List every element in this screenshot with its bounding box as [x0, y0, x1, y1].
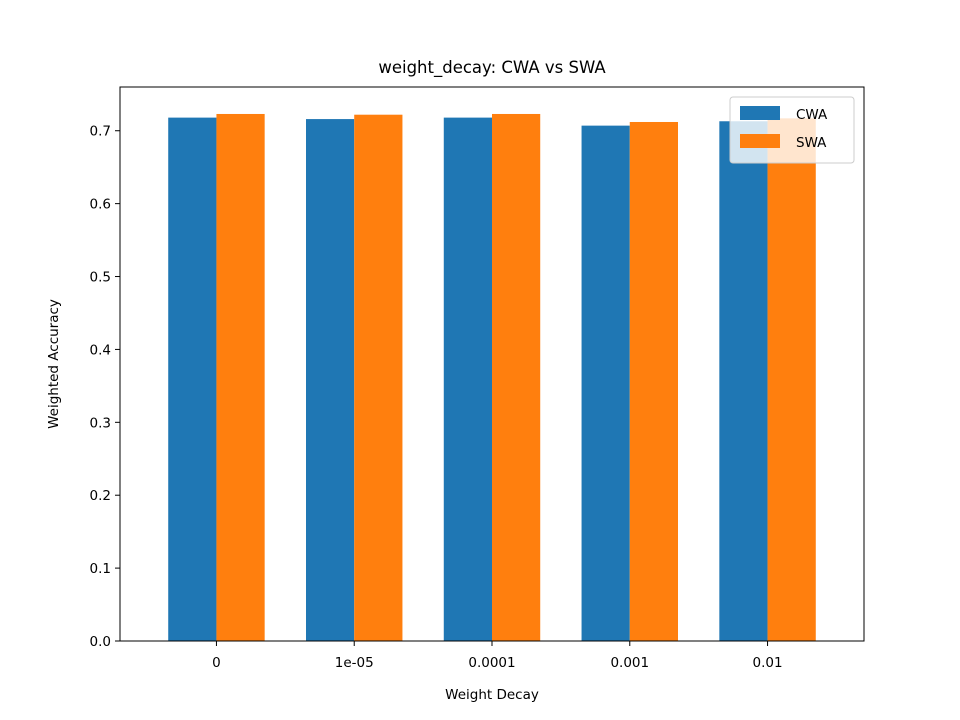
x-tick-label: 0.0001 [468, 655, 515, 671]
chart-title: weight_decay: CWA vs SWA [378, 58, 606, 78]
bar-cwa-2 [443, 117, 492, 642]
y-tick-label: 0.5 [90, 270, 111, 286]
y-axis-label: Weighted Accuracy [46, 299, 62, 429]
x-tick-label: 0.01 [753, 655, 783, 671]
x-axis-ticks: 0 1e-05 0.0001 0.001 0.01 [212, 641, 783, 671]
legend-swatch-cwa [740, 106, 780, 120]
y-axis-ticks: 0.0 0.1 0.2 0.3 0.4 0.5 0.6 0.7 [90, 124, 120, 650]
bar-cwa-1 [306, 119, 355, 642]
y-tick-label: 0.1 [90, 561, 111, 577]
plot-frame [119, 86, 865, 642]
legend-swatch-swa [740, 134, 780, 148]
x-axis-label: Weight Decay [445, 687, 539, 703]
bar-swa-1 [354, 114, 403, 641]
y-tick-label: 0.0 [90, 634, 111, 650]
y-tick-label: 0.6 [90, 197, 111, 213]
y-tick-label: 0.4 [90, 342, 111, 358]
x-tick-label: 0.001 [610, 655, 649, 671]
bar-cwa-4 [719, 121, 768, 642]
x-tick-label: 0 [212, 655, 221, 671]
bars-group [168, 113, 816, 642]
y-tick-label: 0.3 [90, 415, 111, 431]
bar-swa-2 [492, 113, 541, 641]
bar-swa-4 [767, 118, 816, 642]
legend-label-swa: SWA [796, 135, 827, 151]
x-tick-label: 1e-05 [335, 655, 374, 671]
bar-cwa-0 [168, 117, 217, 642]
bar-swa-3 [629, 121, 678, 641]
legend: CWA SWA [729, 96, 855, 164]
y-tick-label: 0.7 [90, 124, 111, 140]
y-tick-label: 0.2 [90, 488, 111, 504]
bar-swa-0 [216, 113, 265, 641]
bar-cwa-3 [581, 125, 630, 641]
legend-label-cwa: CWA [796, 107, 828, 123]
